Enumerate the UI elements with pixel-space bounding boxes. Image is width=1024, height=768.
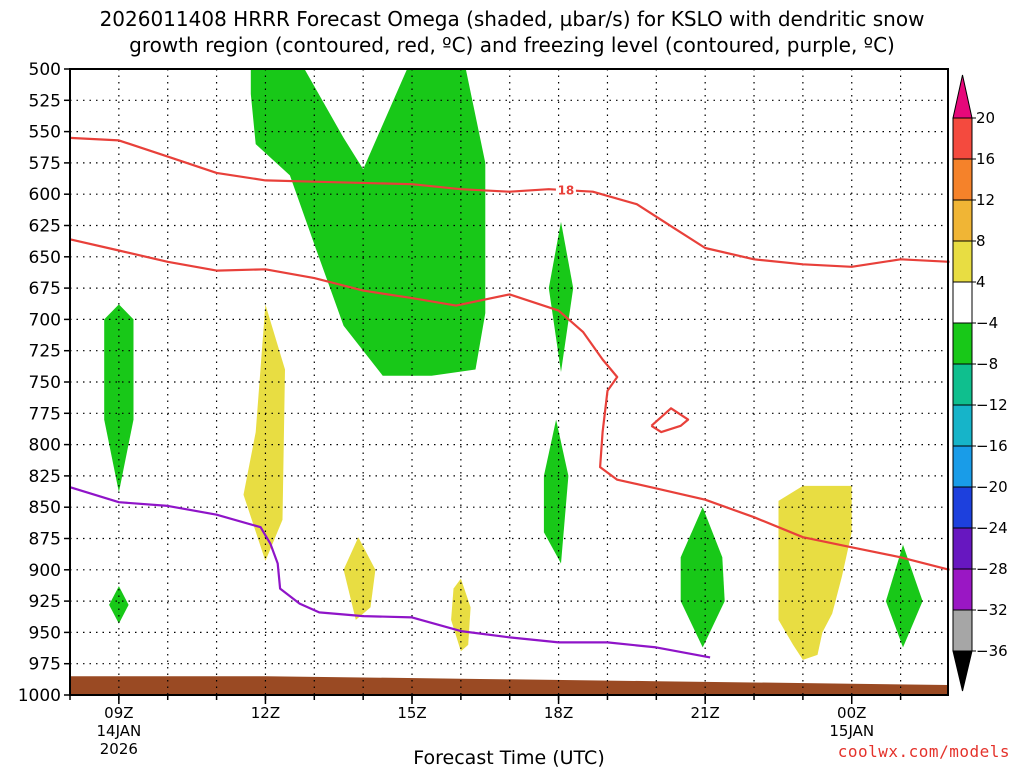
y-tick-label: 975 [29, 655, 61, 675]
x-tick-label: 21Z [690, 704, 719, 722]
colorbar-label: 12 [976, 191, 995, 209]
x-tick-label: 00Z [837, 704, 866, 722]
omega-region-5 [543, 419, 569, 564]
y-tick-label: 500 [29, 60, 61, 80]
y-tick-label: 725 [29, 342, 61, 362]
colorbar-label: −12 [976, 396, 1008, 414]
omega-region-9 [343, 537, 376, 620]
y-tick-label: 800 [29, 436, 61, 456]
contour-label-bg [555, 182, 576, 197]
x-tick-sublabel: 2026 [100, 740, 138, 758]
omega-region-3 [109, 586, 129, 624]
omega-region-7 [885, 544, 923, 648]
contour-label: 18 [558, 183, 575, 197]
colorbar-swatch [952, 281, 973, 324]
omega-region-4 [548, 221, 574, 372]
x-tick-label: 12Z [251, 704, 280, 722]
colorbar-top-cap [952, 74, 973, 119]
chart-title-line2: growth region (contoured, red, ºC) and f… [129, 33, 895, 57]
y-tick-label: 925 [29, 592, 61, 612]
omega-region-6 [680, 507, 725, 648]
y-tick-label: 900 [29, 561, 61, 581]
omega-shading-layer [104, 69, 923, 660]
colorbar-label: 8 [976, 232, 986, 250]
y-tick-label: 825 [29, 467, 61, 487]
freezing-level-contour [69, 486, 711, 659]
grid-layer [69, 69, 948, 695]
y-tick-label: 600 [29, 185, 61, 205]
colorbar-swatch [952, 363, 973, 406]
colorbar-label: −28 [976, 560, 1008, 578]
omega-region-8 [243, 304, 285, 561]
x-axis-label: Forecast Time (UTC) [413, 747, 604, 768]
colorbar-swatch [952, 445, 973, 488]
colorbar-swatch [952, 568, 973, 611]
chart-title: 2026011408 HRRR Forecast Omega (shaded, … [0, 6, 1024, 58]
colorbar-swatch [952, 158, 973, 201]
dgz-contour-1 [69, 136, 950, 268]
colorbar-swatch [952, 527, 973, 570]
y-tick-label: 575 [29, 154, 61, 174]
y-tick-label: 525 [29, 91, 61, 111]
colorbar-bottom-cap [952, 650, 973, 692]
x-tick-label: 18Z [544, 704, 573, 722]
colorbar-label: 20 [976, 109, 995, 127]
y-tick-label: 850 [29, 498, 61, 518]
y-axis: 500 525 550 575 600 625 650 675 700 725 750 775 800 8… [18, 60, 70, 706]
y-tick-label: 650 [29, 248, 61, 268]
colorbar-swatch [952, 199, 973, 242]
omega-region-1 [250, 69, 486, 376]
colorbar-label: 4 [976, 273, 986, 291]
colorbar-swatch [952, 609, 973, 652]
colorbar-label: −36 [976, 642, 1008, 660]
colorbar-swatch [952, 322, 973, 365]
omega-region-11 [778, 485, 852, 660]
colorbar-label: 16 [976, 150, 995, 168]
y-tick-label: 675 [29, 279, 61, 299]
x-tick-label: 15Z [397, 704, 426, 722]
y-tick-label: 750 [29, 373, 61, 393]
colorbar-label: −4 [976, 314, 998, 332]
colorbar-swatch [952, 486, 973, 529]
y-tick-label: 775 [29, 404, 61, 424]
x-tick-sublabel: 14JAN [96, 722, 141, 740]
y-tick-label: 950 [29, 623, 61, 643]
y-tick-label: 875 [29, 530, 61, 550]
colorbar-swatch [952, 404, 973, 447]
x-tick-label: 09Z [104, 704, 133, 722]
terrain-layer [70, 676, 948, 695]
colorbar-label: −32 [976, 601, 1008, 619]
contour-layer: 18 [69, 136, 950, 659]
colorbar-label: −16 [976, 437, 1008, 455]
colorbar-label: −24 [976, 519, 1008, 537]
credit-text: coolwx.com/models [837, 742, 1010, 761]
y-tick-label: 700 [29, 310, 61, 330]
dgz-contour-3 [650, 407, 690, 434]
omega-region-2 [104, 304, 134, 493]
y-tick-label: 625 [29, 217, 61, 237]
colorbar-swatch [952, 117, 973, 160]
dgz-contour-2 [69, 238, 950, 571]
colorbar: 20 16 12 8 4 −4 −8 −12 −16 −20 −24 −28 −32 −36 [952, 74, 1008, 692]
y-tick-label: 550 [29, 123, 61, 143]
chart-title-line1: 2026011408 HRRR Forecast Omega (shaded, … [99, 7, 925, 31]
terrain-fill [70, 676, 948, 695]
omega-region-10 [451, 578, 471, 652]
y-tick-label: 1000 [18, 686, 61, 706]
colorbar-label: −20 [976, 478, 1008, 496]
colorbar-label: −8 [976, 355, 998, 373]
x-tick-sublabel: 15JAN [829, 722, 874, 740]
colorbar-swatch [952, 240, 973, 283]
